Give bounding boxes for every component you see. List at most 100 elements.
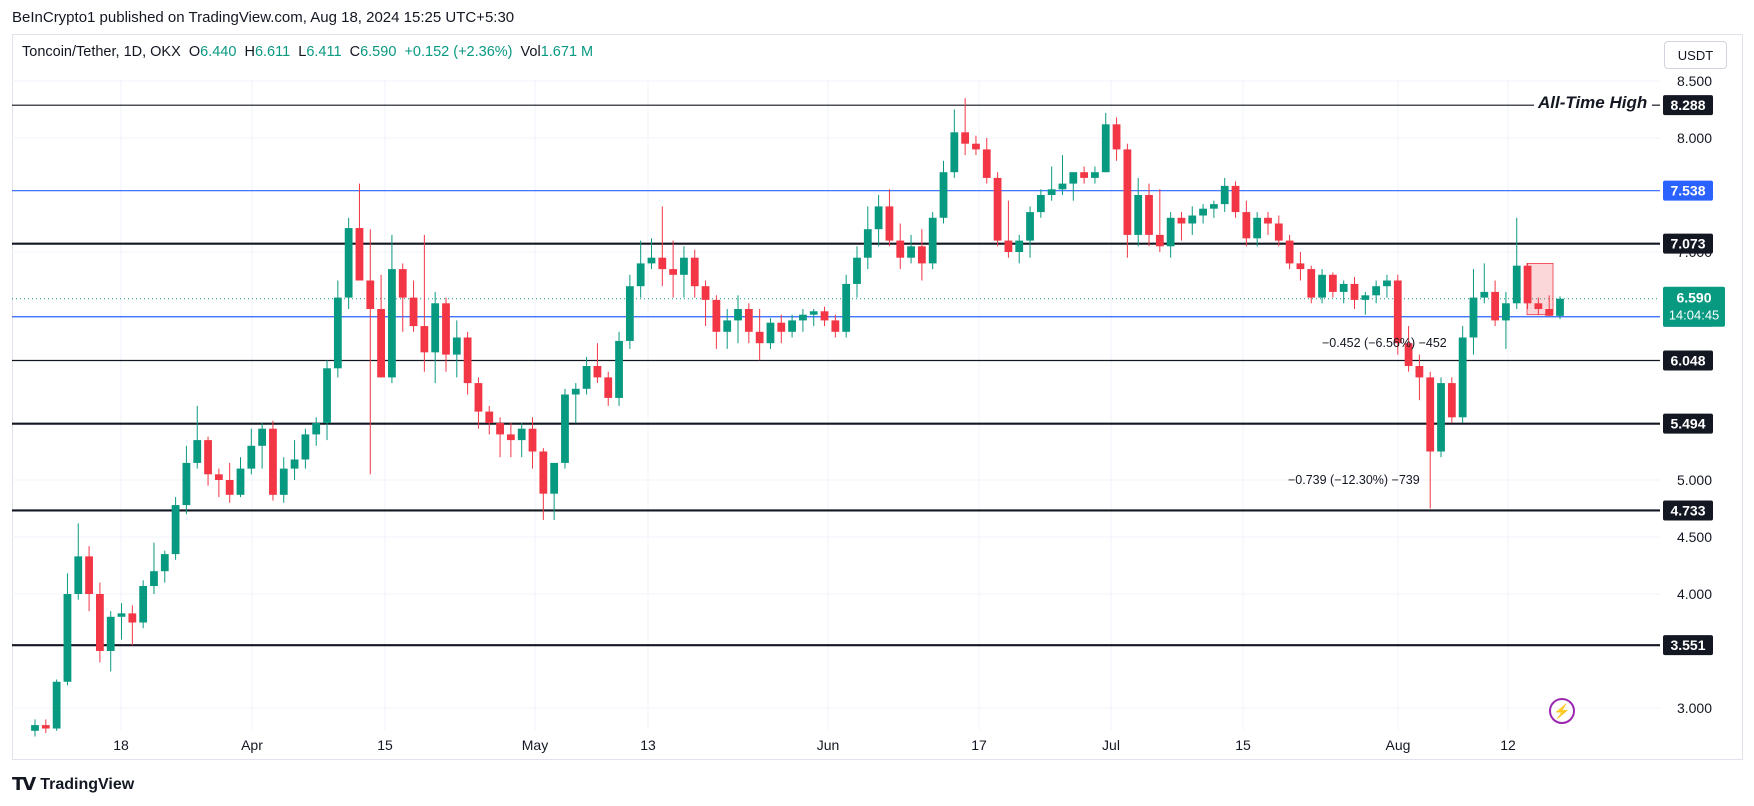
- candle-body[interactable]: [1372, 286, 1381, 296]
- candle-body[interactable]: [1415, 366, 1424, 378]
- candle-body[interactable]: [1512, 265, 1521, 304]
- candle-body[interactable]: [1155, 234, 1164, 247]
- candle-body[interactable]: [788, 320, 796, 332]
- candle-body[interactable]: [1383, 280, 1391, 287]
- candle-body[interactable]: [1339, 283, 1348, 292]
- candle-body[interactable]: [799, 314, 807, 321]
- candle-body[interactable]: [658, 257, 667, 270]
- candle-body[interactable]: [593, 366, 602, 378]
- level-price-tag[interactable]: [1663, 500, 1713, 521]
- candle-body[interactable]: [128, 613, 137, 623]
- candle-body[interactable]: [539, 451, 548, 494]
- candle-body[interactable]: [506, 434, 515, 441]
- candle-body[interactable]: [377, 309, 385, 378]
- candle-body[interactable]: [1069, 172, 1078, 184]
- candle-body[interactable]: [1307, 269, 1316, 298]
- candle-body[interactable]: [236, 468, 245, 495]
- candle-body[interactable]: [1480, 291, 1489, 298]
- candle-body[interactable]: [831, 320, 840, 332]
- candle-body[interactable]: [1242, 212, 1251, 239]
- candle-body[interactable]: [1274, 223, 1283, 241]
- candle-body[interactable]: [463, 337, 472, 384]
- candle-body[interactable]: [561, 394, 569, 463]
- current-price-tag[interactable]: [1663, 286, 1725, 327]
- candle-body[interactable]: [1220, 185, 1229, 205]
- candle-body[interactable]: [96, 594, 104, 651]
- candle-body[interactable]: [939, 172, 948, 218]
- candle-body[interactable]: [636, 263, 645, 287]
- candle-body[interactable]: [63, 594, 72, 682]
- level-price-tag[interactable]: [1663, 180, 1713, 201]
- candle-body[interactable]: [950, 132, 959, 173]
- candle-body[interactable]: [1123, 149, 1132, 235]
- candle-body[interactable]: [669, 269, 678, 275]
- candle-body[interactable]: [690, 257, 699, 287]
- candle-body[interactable]: [1101, 124, 1110, 173]
- candle-body[interactable]: [485, 411, 494, 423]
- candle-body[interactable]: [312, 423, 321, 435]
- candle-body[interactable]: [1264, 217, 1272, 224]
- level-price-tag[interactable]: [1663, 95, 1713, 116]
- candle-body[interactable]: [1545, 309, 1554, 316]
- level-price-tag[interactable]: [1663, 413, 1713, 434]
- candle-body[interactable]: [1523, 265, 1532, 304]
- candle-body[interactable]: [625, 286, 634, 341]
- currency-button[interactable]: USDT: [1664, 41, 1727, 69]
- candle-body[interactable]: [820, 311, 829, 321]
- candle-body[interactable]: [193, 440, 202, 463]
- candle-body[interactable]: [1361, 295, 1370, 300]
- candle-body[interactable]: [355, 228, 364, 281]
- candle-body[interactable]: [150, 571, 158, 587]
- candle-body[interactable]: [1112, 124, 1121, 150]
- candle-body[interactable]: [917, 246, 926, 264]
- candle-body[interactable]: [1231, 185, 1240, 213]
- candle-body[interactable]: [809, 311, 818, 315]
- candle-body[interactable]: [171, 505, 180, 555]
- candle-body[interactable]: [550, 462, 559, 494]
- candle-body[interactable]: [74, 556, 83, 594]
- level-price-tag[interactable]: [1663, 233, 1713, 254]
- candle-body[interactable]: [961, 132, 970, 144]
- candle-body[interactable]: [1393, 280, 1402, 344]
- candle-body[interactable]: [723, 320, 732, 332]
- candle-body[interactable]: [139, 586, 148, 623]
- candle-body[interactable]: [31, 725, 39, 731]
- candle-body[interactable]: [247, 445, 256, 469]
- candle-body[interactable]: [1318, 274, 1326, 298]
- candle-body[interactable]: [1080, 172, 1089, 178]
- candle-body[interactable]: [701, 286, 710, 300]
- candle-body[interactable]: [1437, 383, 1445, 452]
- candle-body[interactable]: [1350, 283, 1359, 300]
- candle-body[interactable]: [1091, 172, 1099, 178]
- candle-body[interactable]: [1404, 343, 1413, 366]
- candle-body[interactable]: [874, 206, 883, 230]
- candle-body[interactable]: [409, 297, 418, 327]
- level-price-tag[interactable]: [1663, 635, 1713, 656]
- candle-body[interactable]: [517, 428, 526, 441]
- candle-body[interactable]: [106, 616, 115, 651]
- candle-body[interactable]: [928, 217, 937, 264]
- candle-body[interactable]: [323, 368, 331, 423]
- candle-body[interactable]: [117, 613, 126, 617]
- candle-body[interactable]: [344, 228, 353, 298]
- candle-body[interactable]: [1285, 240, 1294, 264]
- candle-body[interactable]: [420, 326, 429, 353]
- candle-body[interactable]: [431, 303, 440, 353]
- candle-body[interactable]: [1036, 195, 1045, 213]
- candle-body[interactable]: [1145, 195, 1153, 235]
- candle-body[interactable]: [269, 428, 277, 495]
- candle-body[interactable]: [571, 388, 580, 395]
- candle-body[interactable]: [907, 246, 915, 258]
- candle-body[interactable]: [982, 149, 991, 178]
- candle-body[interactable]: [290, 459, 299, 469]
- candle-body[interactable]: [333, 297, 342, 369]
- candle-body[interactable]: [398, 269, 407, 298]
- candle-body[interactable]: [52, 681, 61, 729]
- candle-body[interactable]: [1458, 337, 1467, 418]
- candle-body[interactable]: [1166, 217, 1175, 247]
- candle-body[interactable]: [366, 280, 375, 310]
- candle-body[interactable]: [1491, 291, 1499, 321]
- candle-body[interactable]: [258, 428, 267, 446]
- candle-body[interactable]: [896, 240, 905, 258]
